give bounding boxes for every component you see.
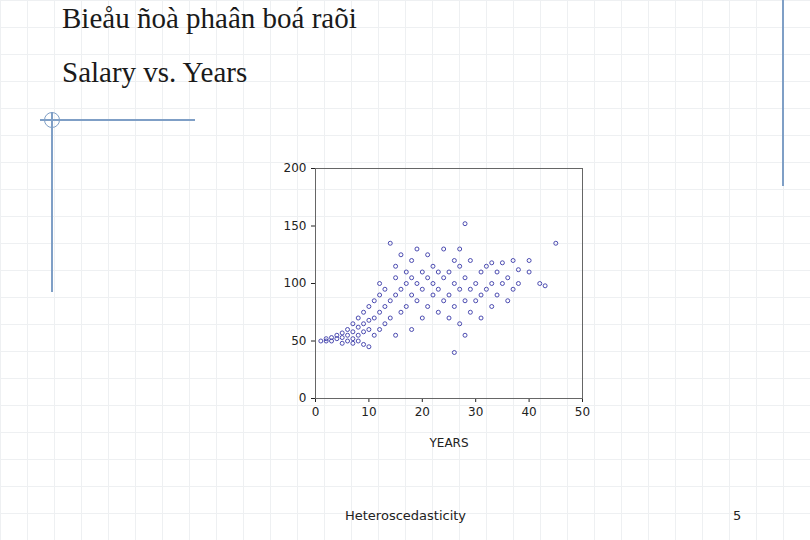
svg-text:30: 30: [468, 405, 483, 419]
svg-text:20: 20: [415, 405, 430, 419]
svg-text:0: 0: [312, 405, 320, 419]
svg-text:10: 10: [361, 405, 376, 419]
html-text:Bieåu ñoà phaân boá raõi: Bieåu ñoà phaân boá raõi: [62, 2, 357, 34]
svg-text:50: 50: [575, 405, 590, 419]
html-text:5: 5: [733, 508, 742, 523]
svg-text:40: 40: [521, 405, 536, 419]
svg-text:150: 150: [284, 219, 307, 233]
svg-text:50: 50: [291, 334, 306, 348]
svg-text:100: 100: [284, 276, 307, 290]
svg-text:YEARS: YEARS: [428, 436, 468, 450]
svg-text:0: 0: [299, 391, 307, 405]
html-text:Heteroscedasticity: Heteroscedasticity: [345, 508, 467, 523]
html-text:Salary vs. Years: Salary vs. Years: [62, 56, 248, 88]
svg-text:200: 200: [284, 161, 307, 175]
